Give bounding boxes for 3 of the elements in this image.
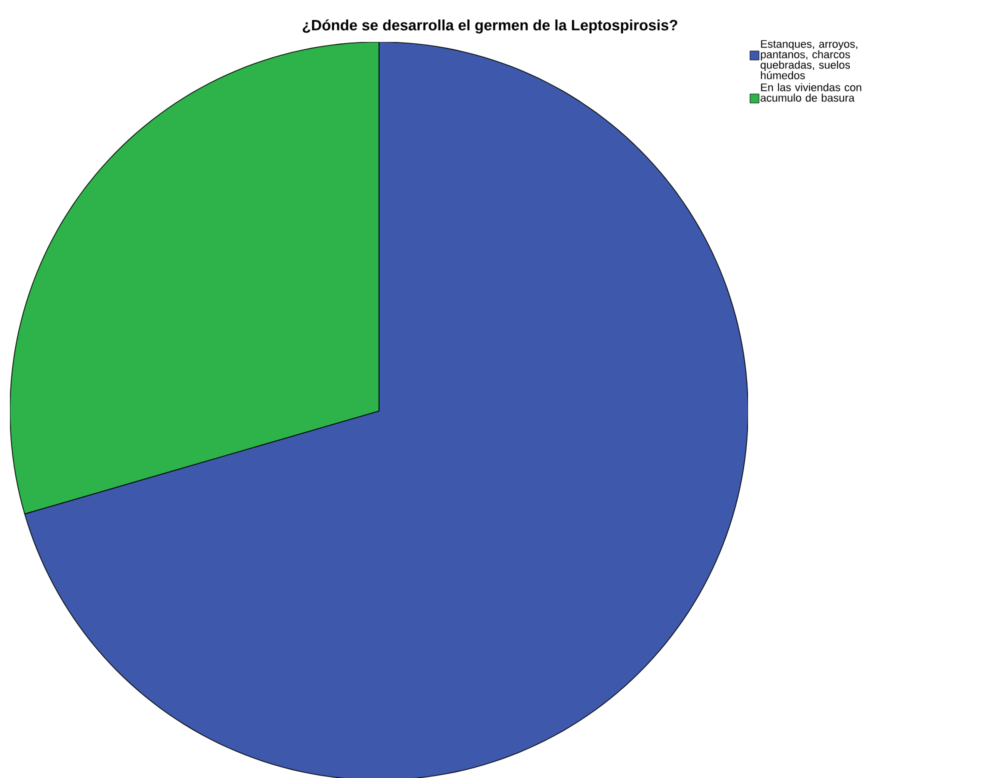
legend-label: En las viviendas con acumulo de basura xyxy=(760,83,862,102)
chart-title: ¿Dónde se desarrolla el germen de la Leptospirosis? xyxy=(302,19,678,34)
legend-label: Estanques, arroyos, pantanos, charcos quebradas, suelos húmedos xyxy=(760,40,858,80)
